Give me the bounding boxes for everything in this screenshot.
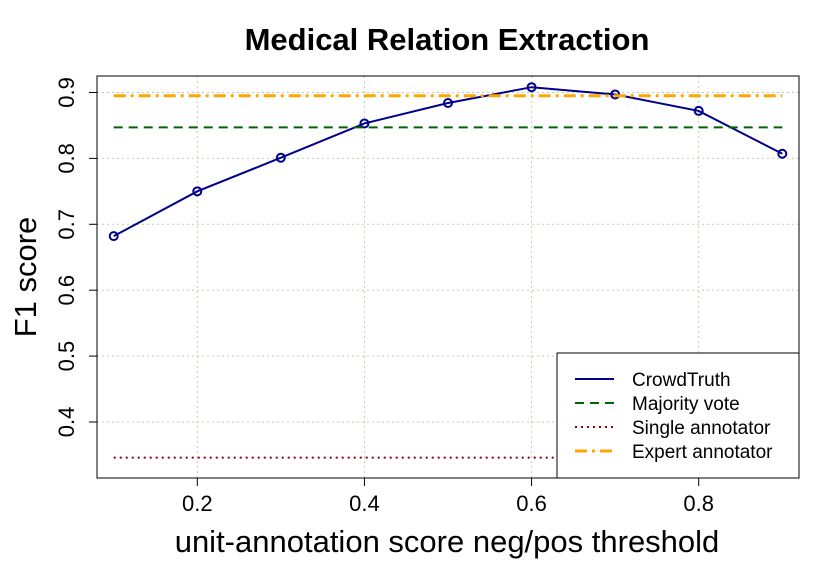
legend-entry: CrowdTruth [632, 370, 731, 391]
y-tick-label: 0.6 [54, 275, 79, 306]
data-point [693, 105, 704, 116]
series-layer [108, 82, 788, 459]
data-point [526, 82, 537, 93]
data-point [359, 118, 370, 129]
y-tick-label: 0.7 [54, 209, 79, 240]
legend-entry: Majority vote [632, 394, 740, 415]
legend-box [556, 352, 800, 479]
series-crowdtruth [108, 82, 788, 242]
data-point [108, 231, 119, 242]
legend-entry: Expert annotator [632, 442, 773, 463]
y-tick-label: 0.4 [54, 407, 79, 438]
series-line [113, 86, 783, 238]
x-tick-label: 0.4 [349, 491, 380, 516]
x-tick-label: 0.8 [683, 491, 714, 516]
y-tick-label: 0.8 [54, 143, 79, 174]
y-tick-label: 0.9 [54, 77, 79, 108]
data-point [443, 98, 453, 109]
legend-entry: Single annotator [632, 418, 771, 439]
y-tick-label: 0.5 [54, 341, 79, 372]
data-point [192, 186, 203, 197]
chart-title: Medical Relation Extraction [245, 22, 650, 57]
legend: CrowdTruth Majority vote Single annotator E… [556, 352, 800, 479]
x-axis: 0.2 0.4 0.6 0.8 [182, 478, 714, 516]
x-axis-title: unit-annotation score neg/pos threshold [175, 524, 720, 559]
data-point [777, 148, 788, 159]
x-tick-label: 0.2 [182, 491, 213, 516]
y-axis: 0.4 0.5 0.6 0.7 0.8 0.9 [54, 77, 97, 437]
grid [97, 76, 799, 478]
x-tick-label: 0.6 [516, 491, 547, 516]
data-point [275, 152, 286, 163]
y-axis-title: F1 score [8, 217, 43, 338]
plot-frame [96, 75, 800, 479]
